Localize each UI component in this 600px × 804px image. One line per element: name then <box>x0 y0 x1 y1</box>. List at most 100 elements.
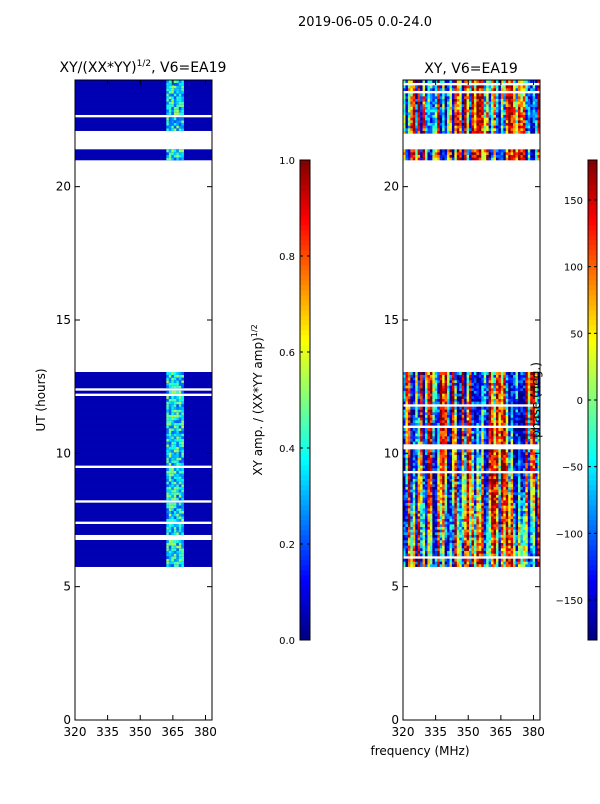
heatmap-cell <box>474 393 477 396</box>
heatmap-cell <box>469 372 472 375</box>
heatmap-cell <box>523 372 526 375</box>
heatmap-cell <box>415 545 418 548</box>
heatmap-cell <box>435 468 438 471</box>
heatmap-cell <box>442 385 445 388</box>
heatmap-cell <box>476 540 479 543</box>
heatmap-cell <box>535 473 538 476</box>
heatmap-cell <box>445 380 448 383</box>
heatmap-cell <box>435 545 438 548</box>
heatmap-cell <box>430 548 433 551</box>
heatmap-cell <box>479 511 482 514</box>
heatmap-cell <box>447 412 450 415</box>
heatmap-cell <box>413 399 416 402</box>
heatmap-cell <box>459 149 462 152</box>
heatmap-cell <box>467 561 470 564</box>
heatmap-cell <box>474 463 477 466</box>
heatmap-cell <box>494 532 497 535</box>
heatmap-cell <box>420 375 423 378</box>
heatmap-cell <box>472 433 475 436</box>
heatmap-cell <box>169 117 172 120</box>
heatmap-cell <box>181 431 184 434</box>
heatmap-cell <box>530 519 533 522</box>
heatmap-cell <box>491 473 494 476</box>
heatmap-cell <box>405 131 408 134</box>
heatmap-row <box>75 372 212 375</box>
heatmap-cell <box>169 447 172 450</box>
heatmap-cell <box>496 511 499 514</box>
heatmap-cell <box>508 540 511 543</box>
heatmap-row <box>75 157 212 160</box>
heatmap-cell <box>415 449 418 452</box>
heatmap-cell <box>432 527 435 530</box>
heatmap-cell <box>472 524 475 527</box>
heatmap-cell <box>523 388 526 391</box>
heatmap-cell <box>405 407 408 410</box>
heatmap-cell <box>457 465 460 468</box>
heatmap-cell <box>432 487 435 490</box>
heatmap-cell <box>405 564 408 567</box>
heatmap-cell <box>459 452 462 455</box>
heatmap-cell <box>474 484 477 487</box>
heatmap-cell <box>454 468 457 471</box>
heatmap-cell <box>535 468 538 471</box>
heatmap-cell <box>437 441 440 444</box>
heatmap-cell <box>171 104 174 107</box>
heatmap-cell <box>452 377 455 380</box>
heatmap-cell <box>496 457 499 460</box>
heatmap-cell <box>430 559 433 562</box>
heatmap-cell <box>171 380 174 383</box>
heatmap-cell <box>169 109 172 112</box>
heatmap-cell <box>513 465 516 468</box>
heatmap-cell <box>486 131 489 134</box>
heatmap-cell <box>476 500 479 503</box>
heatmap-cell <box>408 439 411 442</box>
heatmap-cell <box>445 417 448 420</box>
heatmap-cell <box>464 125 467 128</box>
heatmap-cell <box>533 532 536 535</box>
heatmap-row <box>75 83 212 86</box>
heatmap-cell <box>464 460 467 463</box>
heatmap-row <box>75 527 212 530</box>
heatmap-cell <box>523 535 526 538</box>
heatmap-cell <box>489 128 492 131</box>
heatmap-cell <box>498 540 501 543</box>
heatmap-cell <box>486 428 489 431</box>
heatmap-cell <box>427 473 430 476</box>
heatmap-cell <box>425 412 428 415</box>
heatmap-cell <box>452 561 455 564</box>
heatmap-cell <box>405 519 408 522</box>
heatmap-cell <box>530 155 533 158</box>
heatmap-cell <box>420 484 423 487</box>
heatmap-cell <box>415 529 418 532</box>
phase-panel-title: XY, V6=EA19 <box>424 61 518 77</box>
heatmap-cell <box>494 516 497 519</box>
heatmap-cell <box>174 543 177 546</box>
heatmap-cell <box>174 439 177 442</box>
heatmap-cell <box>496 460 499 463</box>
heatmap-cell <box>467 457 470 460</box>
heatmap-cell <box>511 377 514 380</box>
heatmap-cell <box>176 91 179 94</box>
heatmap-cell <box>484 543 487 546</box>
heatmap-cell <box>449 460 452 463</box>
heatmap-cell <box>496 428 499 431</box>
heatmap-cell <box>479 473 482 476</box>
heatmap-cell <box>435 492 438 495</box>
heatmap-cell <box>508 412 511 415</box>
heatmap-cell <box>435 521 438 524</box>
heatmap-cell <box>410 155 413 158</box>
colorbar-step <box>300 230 310 235</box>
heatmap-cell <box>418 543 421 546</box>
heatmap-cell <box>525 439 528 442</box>
heatmap-cell <box>405 380 408 383</box>
heatmap-cell <box>462 391 465 394</box>
heatmap-cell <box>498 455 501 458</box>
heatmap-cell <box>405 152 408 155</box>
heatmap-cell <box>420 401 423 404</box>
heatmap-cell <box>413 468 416 471</box>
heatmap-cell <box>181 556 184 559</box>
heatmap-row <box>75 107 212 110</box>
heatmap-cell <box>171 431 174 434</box>
heatmap-cell <box>423 508 426 511</box>
heatmap-cell <box>181 412 184 415</box>
